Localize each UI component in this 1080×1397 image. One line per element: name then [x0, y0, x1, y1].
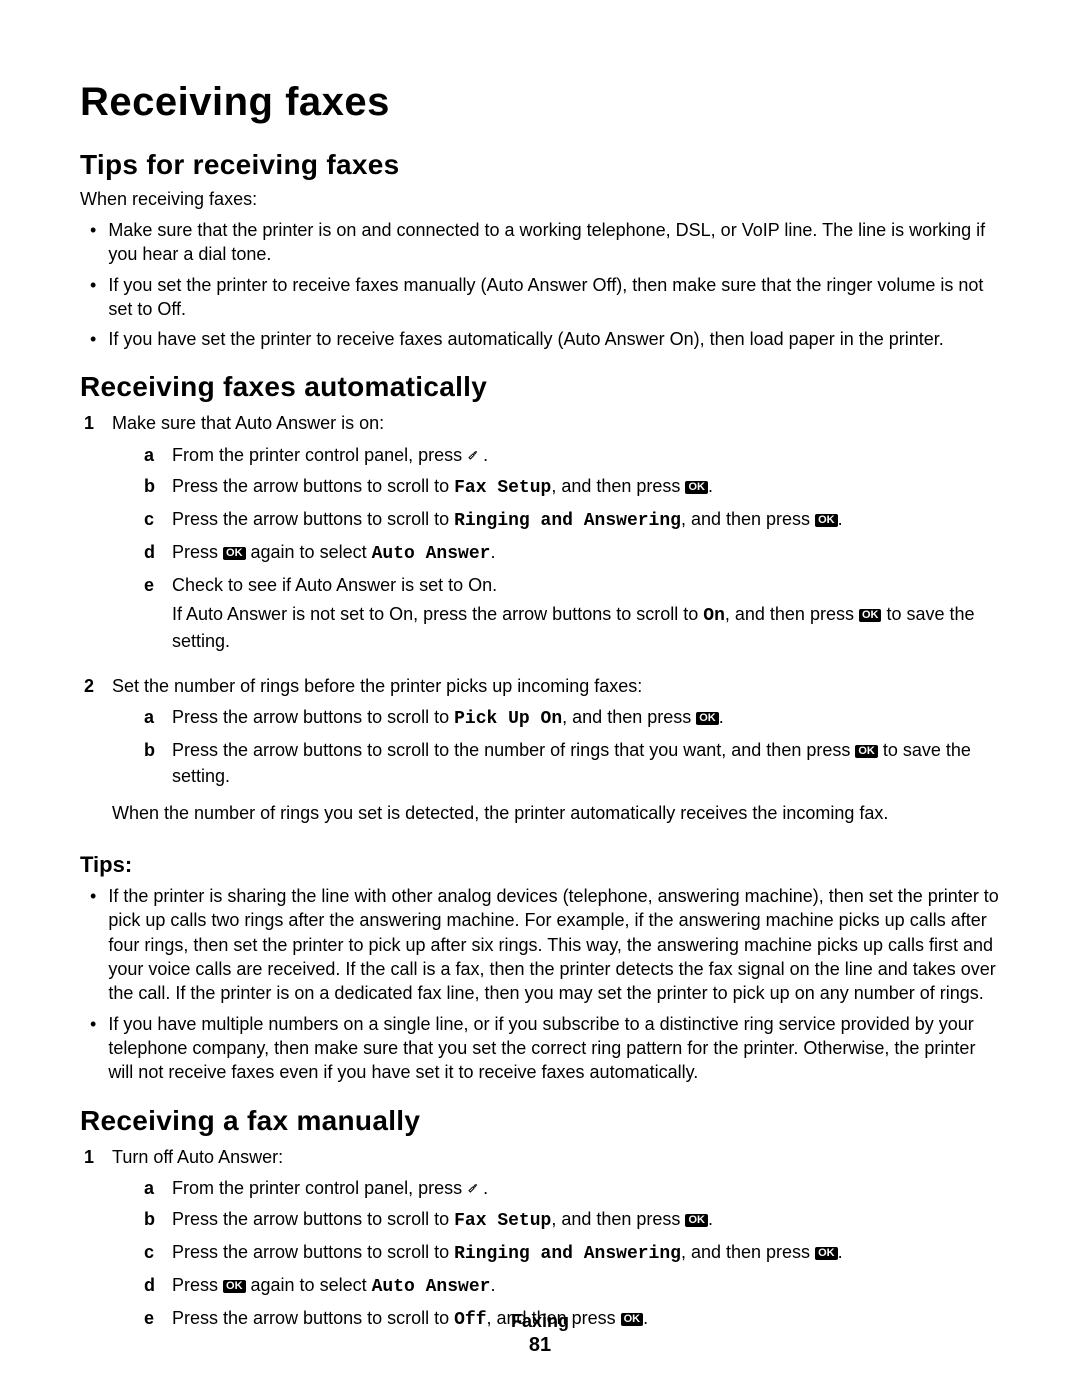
list-text: If you have set the printer to receive f…: [108, 327, 1000, 351]
mono-text: Auto Answer: [372, 544, 491, 564]
footer-page-number: 81: [0, 1334, 1080, 1357]
mono-text: On: [703, 606, 725, 626]
list-text: Make sure that the printer is on and con…: [108, 218, 1000, 267]
list-item: If the printer is sharing the line with …: [80, 884, 1000, 1005]
list-text: If the printer is sharing the line with …: [108, 884, 1000, 1005]
text: , and then press: [551, 476, 685, 496]
step-text: Set the number of rings before the print…: [112, 676, 642, 696]
text: Press the arrow buttons to scroll to: [172, 476, 454, 496]
section-auto-heading: Receiving faxes automatically: [80, 371, 1000, 403]
ok-icon: OK: [815, 514, 838, 527]
mono-text: Fax Setup: [454, 1211, 551, 1231]
text: , and then press: [681, 1242, 815, 1262]
list-item: If you have multiple numbers on a single…: [80, 1012, 1000, 1085]
list-item: Make sure that the printer is on and con…: [80, 218, 1000, 267]
step-text: Turn off Auto Answer:: [112, 1147, 283, 1167]
mono-text: Ringing and Answering: [454, 511, 681, 531]
substep: Press the arrow buttons to scroll to Pic…: [112, 704, 1000, 732]
trailing-text: When the number of rings you set is dete…: [112, 801, 1000, 826]
text: Press the arrow buttons to scroll to the…: [172, 740, 855, 760]
text: Press the arrow buttons to scroll to: [172, 707, 454, 727]
step-text: Make sure that Auto Answer is on:: [112, 413, 384, 433]
text: Check to see if Auto Answer is set to On…: [172, 575, 497, 595]
page-title: Receiving faxes: [80, 80, 1000, 125]
substep: Press OK again to select Auto Answer.: [112, 539, 1000, 567]
footer-section: Faxing: [0, 1311, 1080, 1332]
text: again to select: [246, 1275, 372, 1295]
mono-text: Auto Answer: [372, 1277, 491, 1297]
text: From the printer control panel, press: [172, 1178, 467, 1198]
ok-icon: OK: [859, 609, 882, 622]
substeps: From the printer control panel, press . …: [112, 442, 1000, 663]
step-item: Turn off Auto Answer: From the printer c…: [80, 1145, 1000, 1339]
substep: From the printer control panel, press .: [112, 1175, 1000, 1201]
text: Press the arrow buttons to scroll to: [172, 509, 454, 529]
step-item: Make sure that Auto Answer is on: From t…: [80, 411, 1000, 667]
text: Press the arrow buttons to scroll to: [172, 1242, 454, 1262]
ok-icon: OK: [223, 547, 246, 560]
tips2-list: If the printer is sharing the line with …: [80, 884, 1000, 1084]
ok-icon: OK: [223, 1280, 246, 1293]
text: From the printer control panel, press: [172, 445, 467, 465]
substep: Press the arrow buttons to scroll to Fax…: [112, 1206, 1000, 1234]
document-page: Receiving faxes Tips for receiving faxes…: [0, 0, 1080, 1397]
substeps: Press the arrow buttons to scroll to Pic…: [112, 704, 1000, 789]
text: .: [838, 509, 843, 529]
text: .: [838, 1242, 843, 1262]
manual-steps: Turn off Auto Answer: From the printer c…: [80, 1145, 1000, 1339]
text: If Auto Answer is not set to On, press t…: [172, 604, 703, 624]
text: Press: [172, 542, 223, 562]
text: .: [708, 476, 713, 496]
list-item: If you set the printer to receive faxes …: [80, 273, 1000, 322]
text: .: [708, 1209, 713, 1229]
section-tips-heading: Tips for receiving faxes: [80, 149, 1000, 181]
mono-text: Ringing and Answering: [454, 1244, 681, 1264]
list-item: If you have set the printer to receive f…: [80, 327, 1000, 351]
wrench-icon: [467, 445, 483, 465]
text: , and then press: [562, 707, 696, 727]
ok-icon: OK: [685, 481, 708, 494]
mono-text: Pick Up On: [454, 709, 562, 729]
substep: Press OK again to select Auto Answer.: [112, 1272, 1000, 1300]
intro-text: When receiving faxes:: [80, 189, 1000, 210]
auto-steps: Make sure that Auto Answer is on: From t…: [80, 411, 1000, 834]
tips-heading: Tips:: [80, 852, 1000, 878]
text: , and then press: [725, 604, 859, 624]
text: again to select: [246, 542, 372, 562]
text: Press: [172, 1275, 223, 1295]
text: .: [490, 542, 495, 562]
step-item: Set the number of rings before the print…: [80, 674, 1000, 835]
ok-icon: OK: [815, 1247, 838, 1260]
ok-icon: OK: [696, 712, 719, 725]
list-text: If you have multiple numbers on a single…: [108, 1012, 1000, 1085]
substep: Press the arrow buttons to scroll to the…: [112, 737, 1000, 789]
wrench-icon: [467, 1178, 483, 1198]
section-manual-heading: Receiving a fax manually: [80, 1105, 1000, 1137]
substep: From the printer control panel, press .: [112, 442, 1000, 468]
tips-list: Make sure that the printer is on and con…: [80, 218, 1000, 351]
text: Press the arrow buttons to scroll to: [172, 1209, 454, 1229]
substeps: From the printer control panel, press . …: [112, 1175, 1000, 1333]
ok-icon: OK: [855, 745, 878, 758]
text: .: [483, 445, 488, 465]
substep: Check to see if Auto Answer is set to On…: [112, 572, 1000, 662]
text: , and then press: [551, 1209, 685, 1229]
ok-icon: OK: [685, 1214, 708, 1227]
page-footer: Faxing 81: [0, 1311, 1080, 1357]
text: .: [483, 1178, 488, 1198]
mono-text: Fax Setup: [454, 478, 551, 498]
list-text: If you set the printer to receive faxes …: [108, 273, 1000, 322]
text: .: [719, 707, 724, 727]
text: .: [490, 1275, 495, 1295]
substep: Press the arrow buttons to scroll to Fax…: [112, 473, 1000, 501]
text: , and then press: [681, 509, 815, 529]
substep: Press the arrow buttons to scroll to Rin…: [112, 506, 1000, 534]
substep: Press the arrow buttons to scroll to Rin…: [112, 1239, 1000, 1267]
